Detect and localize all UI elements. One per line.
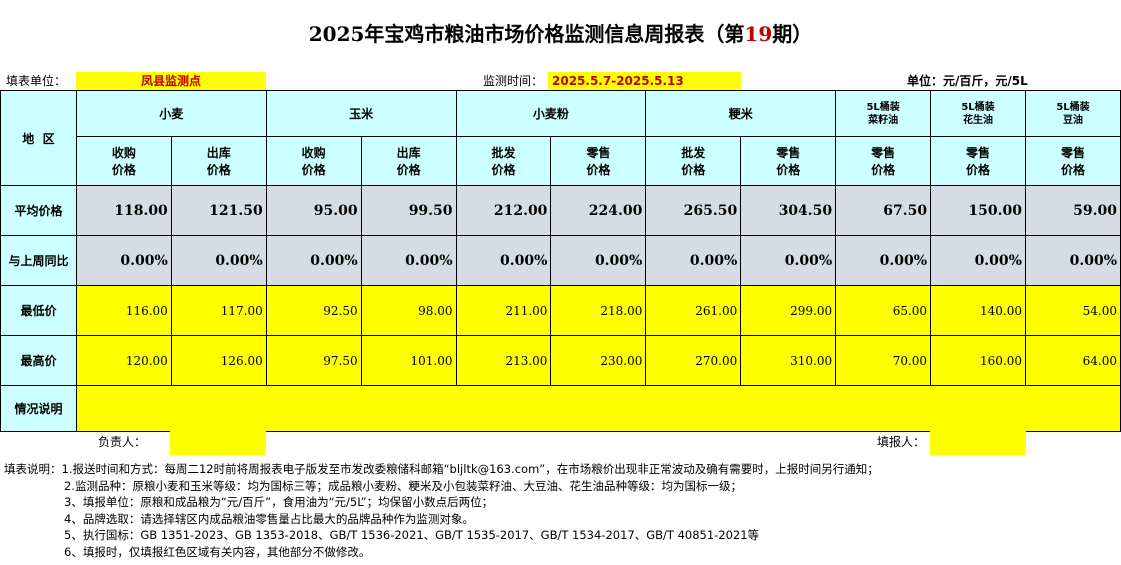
avg-cell: 99.50 [360, 185, 457, 236]
avg-cell: 304.50 [740, 185, 837, 236]
max-row: 最高价 120.00 126.00 97.50 101.00 213.00 23… [0, 335, 1121, 386]
avg-cell: 224.00 [550, 185, 647, 236]
min-cell[interactable]: 261.00 [645, 285, 742, 336]
sub-header: 零售 价格 [550, 136, 647, 186]
instructions: 填表说明：1.报送时间和方式：每周二12时前将周报表电子版发至市发改委粮储科邮箱… [4, 461, 879, 561]
instruction-line: 6、填报时，仅填报红色区域有关内容，其他部分不做修改。 [64, 544, 371, 559]
max-row-label: 最高价 [0, 335, 77, 386]
sub-header-row: 收购 价格 出库 价格 收购 价格 出库 价格 批发 价格 零售 价格 批发 价… [1, 136, 1121, 186]
sub-header: 批发 价格 [455, 136, 552, 186]
instruction-line: 5、执行国标：GB 1351-2023、GB 1353-2018、GB/T 15… [64, 528, 760, 543]
min-cell[interactable]: 54.00 [1024, 285, 1121, 336]
sub-header: 零售 价格 [740, 136, 837, 186]
max-cell[interactable]: 70.00 [835, 335, 932, 386]
yoy-row-label: 与上周同比 [0, 235, 77, 286]
yoy-cell: 0.00% [170, 235, 267, 286]
sub-header: 出库 价格 [170, 136, 267, 186]
group-peanut-oil: 5L桶装 花生油 [930, 90, 1026, 137]
avg-row-label: 平均价格 [0, 185, 77, 236]
avg-row: 平均价格 118.00 121.50 95.00 99.50 212.00 22… [0, 185, 1121, 236]
group-flour: 小麦粉 [455, 90, 647, 137]
min-row-label: 最低价 [0, 285, 77, 336]
title-prefix: 2025年宝鸡市粮油市场价格监测信息周报表（第 [308, 22, 745, 46]
sub-header: 收购 价格 [265, 136, 362, 186]
avg-cell: 67.50 [835, 185, 932, 236]
max-cell[interactable]: 126.00 [170, 335, 267, 386]
min-cell[interactable]: 299.00 [740, 285, 837, 336]
min-cell[interactable]: 140.00 [930, 285, 1026, 336]
region-header: 地 区 [0, 90, 77, 186]
min-cell[interactable]: 98.00 [360, 285, 457, 336]
monitor-time-value[interactable]: 2025.5.7-2025.5.13 [548, 72, 741, 90]
max-cell[interactable]: 120.00 [75, 335, 172, 386]
monitor-time-label: 监测时间： [483, 74, 544, 88]
yoy-cell: 0.00% [360, 235, 457, 286]
avg-cell: 265.50 [645, 185, 742, 236]
max-cell[interactable]: 310.00 [740, 335, 837, 386]
min-row: 最低价 116.00 117.00 92.50 98.00 211.00 218… [0, 285, 1121, 336]
filler-label: 填报人： [877, 435, 926, 449]
min-cell[interactable]: 117.00 [170, 285, 267, 336]
yoy-cell: 0.00% [1024, 235, 1121, 286]
yoy-cell: 0.00% [75, 235, 172, 286]
sub-header: 零售 价格 [1024, 136, 1121, 186]
yoy-cell: 0.00% [265, 235, 362, 286]
max-cell[interactable]: 160.00 [930, 335, 1026, 386]
fill-unit-label: 填表单位： [6, 74, 67, 88]
sub-header: 收购 价格 [75, 136, 172, 186]
yoy-cell: 0.00% [740, 235, 837, 286]
avg-cell: 150.00 [930, 185, 1026, 236]
group-soybean-oil: 5L桶装 豆油 [1024, 90, 1121, 137]
min-cell[interactable]: 65.00 [835, 285, 932, 336]
instruction-line: 3、填报单位：原粮和成品粮为“元/百斤”，食用油为“元/5L”；均保留小数点后两… [64, 495, 494, 510]
period-number: 19 [744, 22, 773, 46]
group-corn: 玉米 [265, 90, 457, 137]
instruction-line: 2.监测品种：原粮小麦和玉米等级：均为国标三等；成品粮小麦粉、粳米及小包装菜籽油… [64, 478, 742, 493]
max-cell[interactable]: 64.00 [1024, 335, 1121, 386]
yoy-cell: 0.00% [930, 235, 1026, 286]
responsible-label: 负责人： [98, 435, 147, 449]
max-cell[interactable]: 230.00 [550, 335, 647, 386]
max-cell[interactable]: 270.00 [645, 335, 742, 386]
min-cell[interactable]: 116.00 [75, 285, 172, 336]
group-rapeseed-oil: 5L桶装 菜籽油 [835, 90, 932, 137]
max-cell[interactable]: 213.00 [455, 335, 552, 386]
max-cell[interactable]: 97.50 [265, 335, 362, 386]
filler-input[interactable] [930, 431, 1026, 455]
yoy-row: 与上周同比 0.00% 0.00% 0.00% 0.00% 0.00% 0.00… [0, 235, 1121, 286]
notes-row-label: 情况说明 [0, 385, 77, 432]
price-table: 地 区 小麦 玉米 小麦粉 粳米 5L桶装 菜籽油 5L桶装 花生油 5L桶装 … [0, 90, 1121, 432]
group-header-row: 地 区 小麦 玉米 小麦粉 粳米 5L桶装 菜籽油 5L桶装 花生油 5L桶装 … [0, 90, 1121, 186]
min-cell[interactable]: 211.00 [455, 285, 552, 336]
instruction-line: 填表说明：1.报送时间和方式：每周二12时前将周报表电子版发至市发改委粮储科邮箱… [4, 462, 879, 476]
avg-cell: 212.00 [455, 185, 552, 236]
avg-cell: 59.00 [1024, 185, 1121, 236]
min-cell[interactable]: 218.00 [550, 285, 647, 336]
sub-header: 批发 价格 [645, 136, 742, 186]
title-suffix: 期） [772, 22, 813, 46]
unit-label: 单位：元/百斤，元/5L [907, 74, 1028, 88]
sub-header: 零售 价格 [930, 136, 1026, 186]
group-wheat: 小麦 [75, 90, 267, 137]
group-rice: 粳米 [645, 90, 837, 137]
sub-header: 零售 价格 [835, 136, 932, 186]
avg-cell: 118.00 [75, 185, 172, 236]
page-title: 2025年宝鸡市粮油市场价格监测信息周报表（第19期） [0, 18, 1121, 47]
avg-cell: 95.00 [265, 185, 362, 236]
yoy-cell: 0.00% [645, 235, 742, 286]
sub-header: 出库 价格 [360, 136, 457, 186]
min-cell[interactable]: 92.50 [265, 285, 362, 336]
yoy-cell: 0.00% [455, 235, 552, 286]
max-cell[interactable]: 101.00 [360, 335, 457, 386]
notes-row: 情况说明 [0, 385, 1121, 432]
instruction-line: 4、品牌选取：请选择辖区内成品粮油零售量占比最大的品牌品种作为监测对象。 [64, 511, 474, 526]
yoy-cell: 0.00% [550, 235, 647, 286]
notes-input[interactable] [75, 385, 1121, 432]
avg-cell: 121.50 [170, 185, 267, 236]
responsible-input[interactable] [170, 431, 266, 455]
yoy-cell: 0.00% [835, 235, 932, 286]
fill-unit-value[interactable]: 凤县监测点 [76, 72, 266, 90]
